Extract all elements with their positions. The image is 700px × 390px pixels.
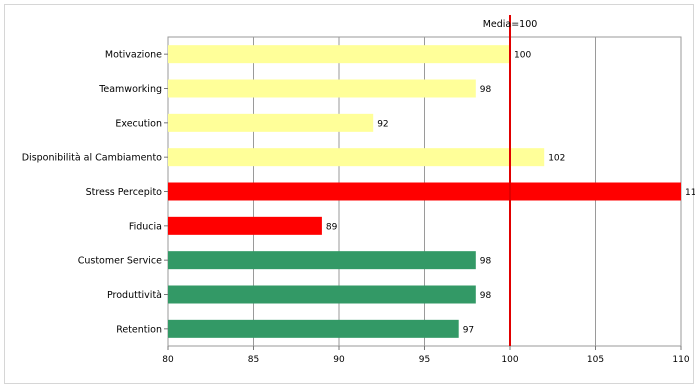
value-label: 102 (548, 154, 565, 164)
x-tick-label: 90 (333, 355, 345, 365)
category-label: Customer Service (78, 256, 162, 267)
bar-series (168, 45, 681, 338)
bar (168, 319, 459, 338)
category-label: Motivazione (105, 50, 162, 61)
category-label: Produttività (107, 290, 162, 301)
bar (168, 216, 322, 235)
bar (168, 182, 681, 201)
bar (168, 148, 545, 167)
value-label: 98 (480, 85, 492, 95)
x-tick-label: 105 (587, 355, 604, 365)
category-label: Teamworking (98, 84, 162, 95)
x-tick-label: 100 (501, 355, 518, 365)
bar (168, 285, 476, 304)
value-label: 98 (480, 257, 492, 267)
category-label: Retention (116, 324, 162, 335)
category-label: Fiducia (129, 221, 162, 232)
category-label: Disponibilità al Cambiamento (22, 153, 162, 164)
x-tick-label: 80 (162, 355, 174, 365)
category-label: Stress Percepito (86, 187, 163, 198)
bar (168, 79, 476, 98)
value-label: 110 (685, 188, 695, 198)
bar-chart: Motivazione Teamworking Execution Disponibi… (22, 15, 695, 365)
x-tick-label: 85 (248, 355, 259, 365)
category-label: Execution (115, 118, 162, 129)
value-label: 98 (480, 291, 492, 301)
bar (168, 45, 510, 64)
reference-line-group: Media=100 (483, 15, 538, 346)
value-label: 100 (514, 51, 531, 61)
value-label: 89 (326, 222, 338, 232)
reference-line-label: Media=100 (483, 19, 538, 30)
bar (168, 251, 476, 270)
value-labels: 100 98 92 102 110 89 98 98 97 (326, 51, 695, 336)
bar (168, 113, 374, 132)
value-label: 97 (463, 325, 474, 335)
value-label: 92 (377, 119, 388, 129)
x-tick-labels: 80 85 90 95 100 105 110 (162, 355, 690, 365)
category-labels: Motivazione Teamworking Execution Disponibi… (22, 50, 162, 336)
x-tick-label: 95 (419, 355, 430, 365)
x-tick-label: 110 (672, 355, 689, 365)
chart-frame: Motivazione Teamworking Execution Disponibi… (4, 4, 695, 384)
